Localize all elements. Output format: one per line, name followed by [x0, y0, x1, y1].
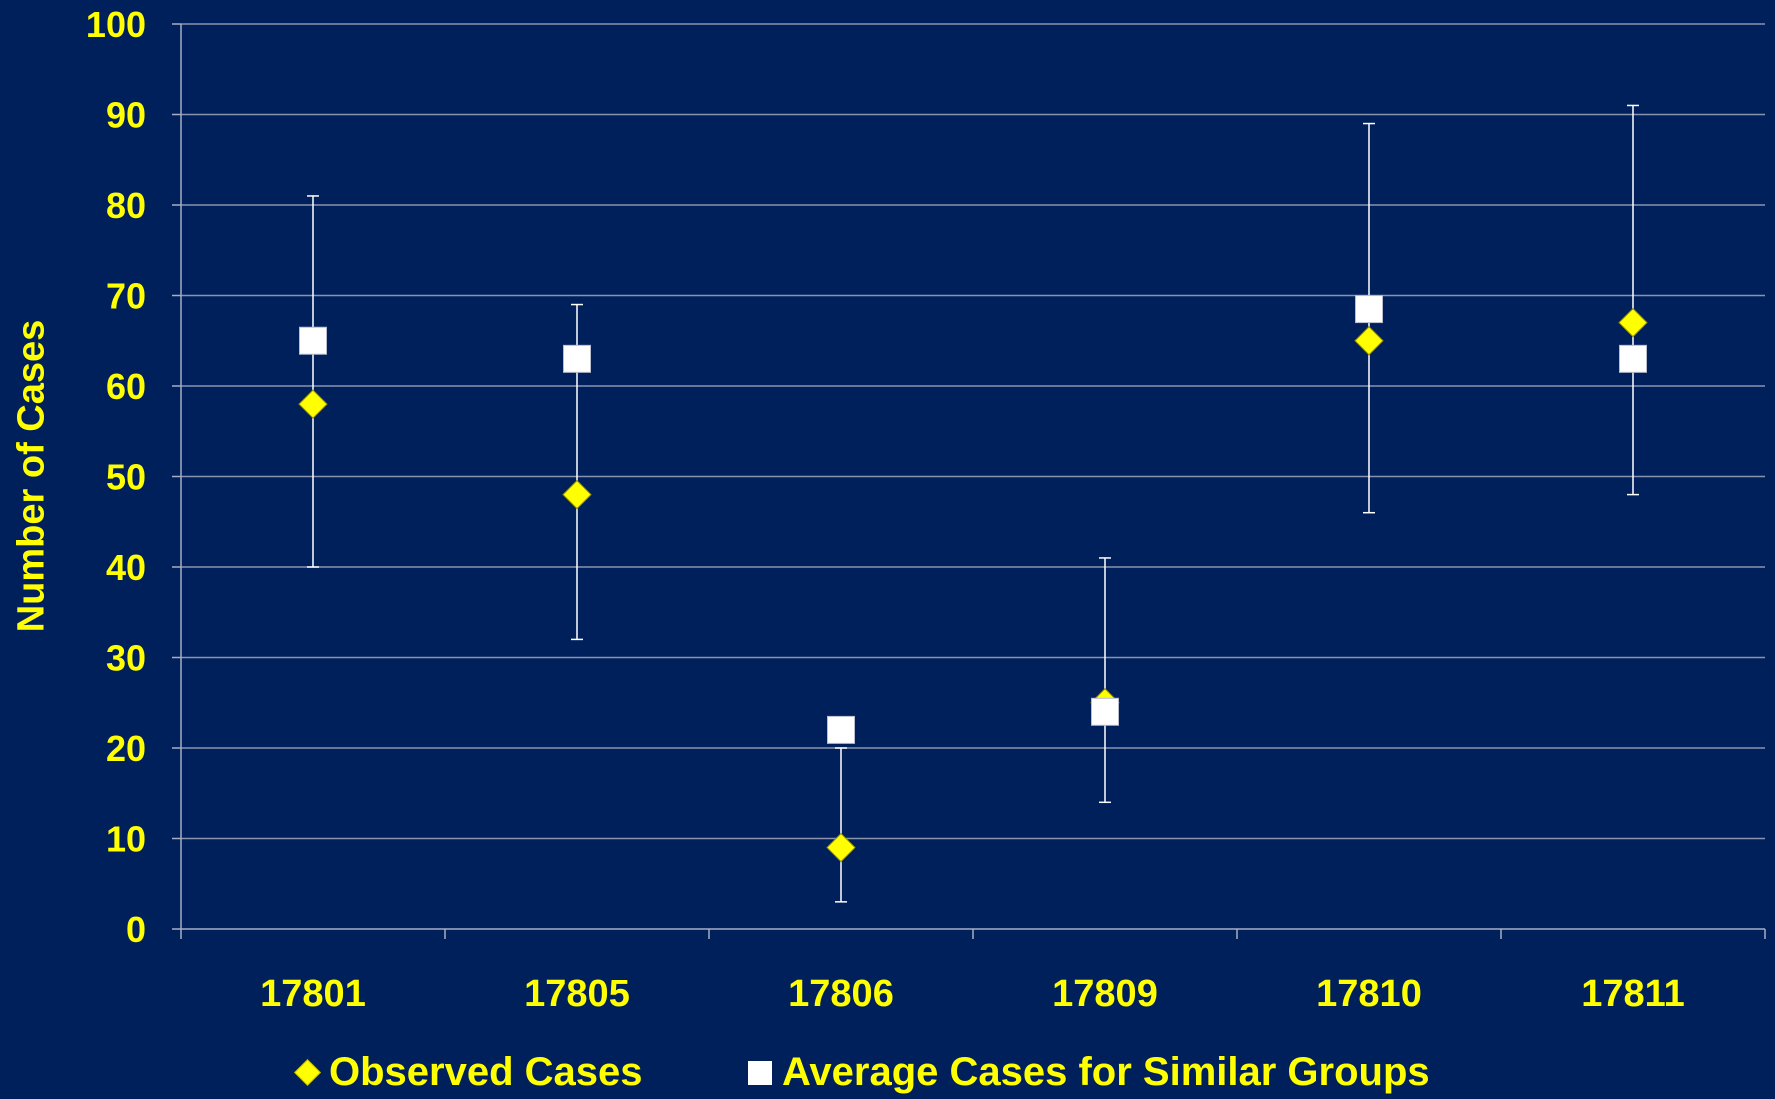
x-tick-label: 17805 [524, 973, 630, 1015]
x-tick-label: 17811 [1581, 973, 1685, 1015]
x-tick-label: 17801 [260, 973, 366, 1015]
x-tick-label: 17810 [1316, 973, 1422, 1015]
y-tick-label: 40 [106, 547, 146, 588]
y-tick-label: 60 [106, 366, 146, 407]
y-tick-label: 90 [106, 95, 146, 136]
average-marker [299, 326, 327, 355]
y-tick-label: 50 [106, 457, 146, 498]
average-marker [827, 715, 855, 744]
x-tick-label: 17809 [1052, 973, 1158, 1015]
y-tick-label: 70 [106, 276, 146, 317]
y-axis-label: Number of Cases [10, 319, 53, 633]
observed-marker [826, 832, 856, 863]
observed-marker [298, 389, 328, 419]
legend-item-observed: Observed Cases [294, 1050, 643, 1095]
observed-marker [1354, 326, 1384, 356]
x-tick-label: 17806 [788, 973, 894, 1015]
observed-marker [1618, 307, 1648, 338]
legend-label-average: Average Cases for Similar Groups [782, 1050, 1430, 1094]
y-tick-label: 10 [106, 819, 146, 860]
error-bars [307, 104, 1639, 903]
diamond-icon [294, 1059, 321, 1086]
data-markers [298, 295, 1648, 863]
y-tick-label: 100 [86, 4, 146, 45]
y-tick-label: 30 [106, 638, 146, 679]
y-tick-label: 0 [126, 909, 146, 950]
axes [172, 23, 1766, 939]
legend-label-observed: Observed Cases [329, 1050, 643, 1094]
y-tick-labels: 0 10 20 30 40 50 60 70 80 90 100 [86, 4, 146, 950]
y-tick-label: 20 [106, 728, 146, 769]
average-marker [1091, 697, 1119, 726]
average-marker [563, 344, 591, 373]
legend-item-average: Average Cases for Similar Groups [748, 1050, 1430, 1095]
square-icon [748, 1060, 772, 1085]
x-tick-labels: 17801 17805 17806 17809 17810 17811 [260, 973, 1685, 1015]
observed-marker [562, 479, 592, 510]
average-marker [1619, 344, 1647, 373]
gridlines [181, 23, 1765, 840]
average-marker [1355, 295, 1383, 324]
legend: Observed Cases Average Cases for Similar… [0, 1050, 1775, 1099]
y-tick-label: 80 [106, 185, 146, 226]
